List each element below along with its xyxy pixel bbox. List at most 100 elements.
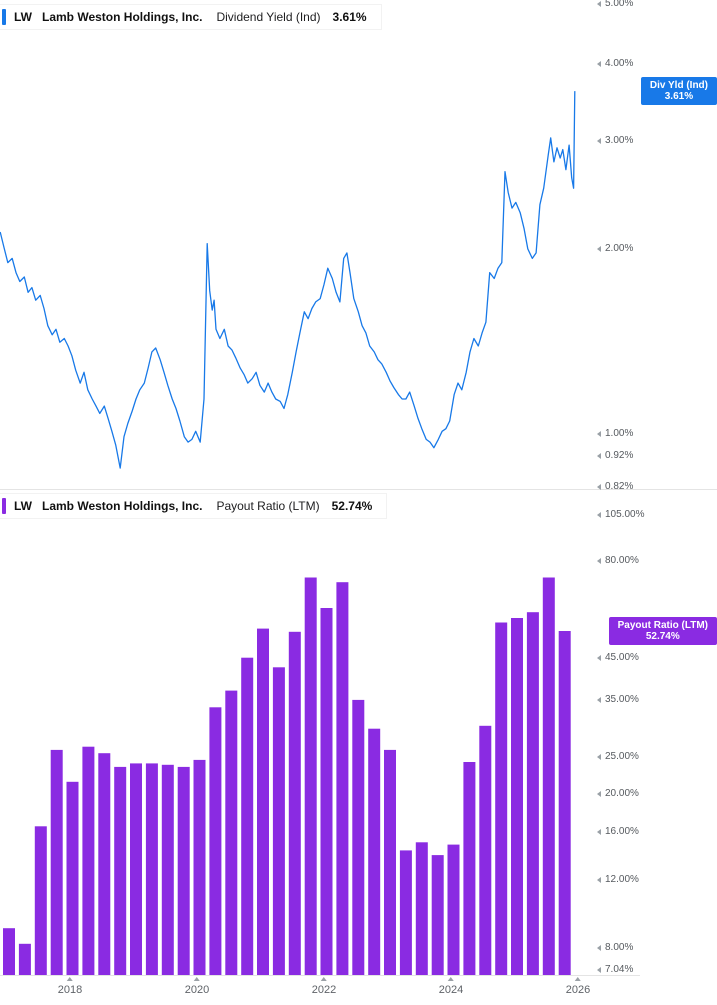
y-tick-text: 5.00%	[605, 0, 634, 10]
y-tick-text: 25.00%	[605, 750, 639, 762]
last-value-badge-div-yld: Div Yld (Ind) 3.61%	[640, 77, 717, 106]
y-tick-label: 105.00%	[597, 509, 644, 521]
tick-caret-icon	[574, 977, 581, 981]
tick-arrow-icon	[597, 137, 601, 144]
x-axis-baseline	[0, 975, 640, 976]
payout-ratio-bar	[161, 764, 174, 975]
tick-arrow-icon	[597, 245, 601, 252]
x-tick-label: 2026	[566, 975, 590, 996]
x-tick-label: 2020	[185, 975, 209, 996]
legend-payout-ratio[interactable]: LW Lamb Weston Holdings, Inc. Payout Rat…	[0, 494, 387, 518]
payout-ratio-bar	[82, 746, 95, 975]
y-tick-label: 8.00%	[597, 942, 633, 954]
legend-dividend-yield[interactable]: LW Lamb Weston Holdings, Inc. Dividend Y…	[0, 5, 381, 29]
payout-ratio-bar	[272, 667, 285, 975]
tick-arrow-icon	[597, 966, 601, 973]
y-tick-label: 0.92%	[597, 450, 633, 462]
company-name: Lamb Weston Holdings, Inc.	[42, 10, 203, 24]
y-tick-label: 25.00%	[597, 751, 639, 763]
y-tick-label: 5.00%	[597, 0, 633, 10]
x-tick-label: 2022	[312, 975, 336, 996]
x-tick-text: 2026	[565, 984, 591, 996]
panel-divider	[0, 489, 717, 490]
y-tick-text: 1.00%	[605, 428, 634, 439]
y-tick-text: 105.00%	[605, 509, 645, 521]
tick-arrow-icon	[597, 558, 601, 564]
x-tick-label: 2018	[58, 975, 82, 996]
tick-caret-icon	[447, 977, 454, 981]
y-tick-text: 7.04%	[605, 963, 634, 975]
y-tick-label: 45.00%	[597, 652, 639, 664]
y-tick-label: 35.00%	[597, 694, 639, 706]
payout-ratio-plot-area[interactable]	[0, 490, 595, 1005]
payout-ratio-bar	[145, 763, 158, 975]
y-tick-text: 8.00%	[605, 942, 634, 953]
payout-ratio-bar	[542, 577, 555, 975]
tick-arrow-icon	[597, 696, 601, 703]
y-tick-label: 12.00%	[597, 874, 639, 886]
ticker-symbol: LW	[14, 499, 32, 513]
y-tick-label: 7.04%	[597, 964, 633, 976]
dividend-yield-plot-area[interactable]	[0, 0, 595, 489]
payout-ratio-bar	[399, 850, 412, 975]
tick-arrow-icon	[597, 453, 601, 460]
tick-arrow-icon	[597, 876, 601, 883]
payout-ratio-bar	[320, 608, 333, 975]
y-tick-text: 2.00%	[605, 242, 634, 254]
tick-caret-icon	[66, 977, 73, 981]
tick-arrow-icon	[597, 945, 601, 951]
payout-ratio-bar	[304, 577, 317, 975]
y-tick-text: 4.00%	[605, 57, 634, 69]
payout-ratio-bar	[479, 725, 492, 975]
tick-arrow-icon	[597, 753, 601, 760]
y-tick-text: 0.92%	[605, 450, 634, 462]
payout-ratio-bar	[447, 844, 460, 975]
y-tick-label: 16.00%	[597, 826, 639, 838]
payout-ratio-bar	[3, 928, 15, 975]
x-tick-label: 2024	[439, 975, 463, 996]
tick-arrow-icon	[597, 791, 601, 797]
tick-caret-icon	[193, 977, 200, 981]
payout-ratio-bar	[18, 943, 31, 975]
series-color-marker	[2, 9, 6, 25]
y-tick-label: 2.00%	[597, 243, 633, 255]
y-tick-text: 45.00%	[605, 651, 639, 663]
payout-ratio-bar	[352, 699, 365, 975]
payout-ratio-bar	[34, 826, 47, 975]
payout-ratio-bar	[193, 759, 206, 975]
y-tick-label: 80.00%	[597, 555, 639, 567]
y-tick-label: 4.00%	[597, 58, 633, 70]
y-tick-text: 16.00%	[605, 825, 639, 837]
badge-metric-label: Div Yld (Ind)	[649, 80, 708, 92]
badge-metric-value: 3.61%	[664, 91, 694, 103]
company-name: Lamb Weston Holdings, Inc.	[42, 499, 203, 513]
y-tick-text: 35.00%	[605, 693, 639, 705]
y-axis: 5.00% 4.00% 3.00% 2.00% 1.00% 0.92% 0.82% 105.0…	[595, 0, 717, 1005]
payout-ratio-bar	[415, 842, 428, 975]
y-tick-text: 12.00%	[605, 873, 639, 885]
payout-ratio-bar	[558, 631, 571, 975]
payout-ratio-bar	[511, 618, 523, 975]
series-color-marker	[2, 498, 6, 514]
tick-arrow-icon	[597, 512, 601, 519]
tick-arrow-icon	[597, 654, 601, 661]
tick-arrow-icon	[597, 828, 601, 835]
y-tick-label: 20.00%	[597, 788, 639, 800]
payout-ratio-bar	[495, 622, 508, 975]
last-value-badge-payout-ratio: Payout Ratio (LTM) 52.74%	[608, 617, 717, 645]
tick-arrow-icon	[597, 484, 601, 490]
y-tick-text: 0.82%	[605, 481, 634, 492]
payout-ratio-bar	[431, 855, 444, 975]
payout-ratio-bar	[177, 766, 190, 975]
y-tick-text: 3.00%	[605, 134, 634, 146]
ticker-symbol: LW	[14, 10, 32, 24]
badge-metric-label: Payout Ratio (LTM)	[617, 620, 708, 631]
payout-ratio-bar	[114, 766, 127, 975]
payout-ratio-bar	[50, 749, 63, 975]
tick-arrow-icon	[597, 1, 601, 8]
y-tick-text: 80.00%	[605, 555, 639, 566]
badge-metric-value: 52.74%	[645, 631, 680, 642]
payout-ratio-bar	[384, 749, 396, 975]
tick-arrow-icon	[597, 431, 601, 437]
